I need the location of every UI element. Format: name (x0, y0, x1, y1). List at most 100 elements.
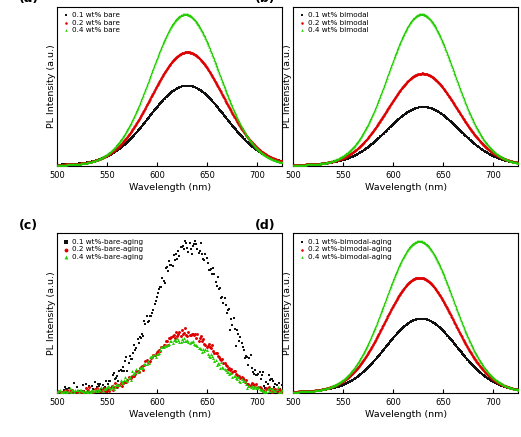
0.4 wt% bimodal (418, 10, 426, 17)
0.4 wt% bare (250, 142, 258, 149)
0.4 wt%-bare-aging (173, 334, 181, 341)
0.1 wt% bare (245, 140, 253, 147)
0.2 wt% bare (173, 53, 182, 60)
0.4 wt% bimodal (469, 118, 478, 125)
0.2 wt%-bare-aging (253, 384, 262, 391)
0.2 wt% bare (110, 147, 118, 154)
0.2 wt% bimodal (436, 81, 444, 88)
0.4 wt% bimodal (355, 135, 364, 142)
0.4 wt%-bimodal-aging (463, 333, 472, 340)
0.4 wt% bimodal (346, 146, 355, 153)
0.4 wt% bare (171, 17, 179, 24)
0.4 wt% bimodal (308, 161, 316, 168)
0.1 wt%-bimodal-aging (362, 366, 370, 373)
0.1 wt%-bimodal-aging (400, 323, 408, 330)
0.4 wt% bare (68, 161, 77, 168)
0.2 wt% bare (78, 160, 86, 167)
0.4 wt%-bimodal-aging (337, 378, 345, 385)
0.2 wt% bare (217, 90, 226, 97)
0.2 wt%-bimodal-aging (348, 371, 356, 378)
0.4 wt% bare (222, 88, 230, 95)
0.1 wt% bimodal (397, 114, 405, 121)
0.2 wt%-bare-aging (178, 327, 186, 334)
0.4 wt%-bimodal-aging (290, 388, 299, 395)
0.2 wt% bare (215, 84, 223, 91)
0.1 wt% bimodal (514, 160, 521, 166)
0.2 wt%-bare-aging (76, 388, 84, 395)
0.4 wt%-bimodal-aging (440, 273, 449, 280)
0.1 wt%-bimodal-aging (328, 385, 336, 392)
0.4 wt% bimodal (423, 13, 431, 20)
0.2 wt%-bimodal-aging (304, 388, 312, 395)
0.2 wt%-bare-aging (206, 343, 214, 350)
0.2 wt%-bimodal-aging (374, 332, 382, 339)
0.4 wt%-bare-aging (139, 364, 147, 371)
0.2 wt% bimodal (341, 153, 350, 160)
0.2 wt% bare (117, 140, 126, 147)
0.1 wt%-bimodal-aging (485, 376, 493, 383)
0.2 wt% bare (96, 155, 105, 162)
0.1 wt%-bimodal-aging (396, 327, 404, 334)
0.2 wt%-bimodal-aging (382, 316, 390, 323)
0.2 wt% bare (201, 62, 209, 69)
0.4 wt%-bimodal-aging (296, 388, 304, 395)
0.2 wt% bare (275, 157, 283, 164)
0.1 wt% bimodal (502, 157, 510, 164)
0.2 wt% bare (114, 144, 122, 151)
0.2 wt% bimodal (293, 161, 302, 168)
0.4 wt% bimodal (470, 120, 479, 127)
0.1 wt%-bimodal-aging (311, 387, 319, 394)
0.2 wt% bimodal (459, 115, 467, 122)
0.4 wt% bare (145, 76, 153, 83)
0.1 wt% bimodal (299, 161, 307, 168)
0.1 wt% bimodal (374, 135, 382, 142)
0.2 wt% bimodal (328, 158, 337, 165)
0.1 wt% bimodal (432, 108, 441, 114)
0.2 wt% bimodal (307, 161, 316, 168)
0.4 wt%-bimodal-aging (441, 276, 450, 283)
0.2 wt% bare (157, 75, 165, 82)
0.1 wt%-bimodal-aging (407, 318, 415, 325)
0.1 wt% bimodal (471, 141, 479, 148)
0.2 wt% bimodal (398, 84, 406, 91)
0.1 wt% bare (62, 161, 70, 168)
0.2 wt%-bimodal-aging (383, 313, 391, 320)
0.4 wt% bare (147, 70, 155, 77)
0.2 wt% bimodal (290, 161, 298, 168)
0.4 wt% bimodal (341, 151, 349, 158)
0.4 wt%-bimodal-aging (492, 377, 500, 384)
0.4 wt%-bimodal-aging (486, 371, 494, 378)
0.2 wt% bare (163, 65, 171, 72)
0.1 wt% bare (192, 84, 200, 91)
0.2 wt% bimodal (291, 161, 300, 168)
0.1 wt% bare (229, 123, 238, 130)
0.4 wt% bare (90, 157, 98, 164)
0.1 wt%-bimodal-aging (314, 387, 322, 394)
0.2 wt%-bimodal-aging (377, 326, 385, 333)
0.4 wt% bimodal (334, 155, 342, 162)
0.4 wt%-bimodal-aging (514, 386, 521, 393)
0.1 wt% bare (247, 142, 256, 149)
0.4 wt% bimodal (304, 161, 313, 168)
0.4 wt%-bimodal-aging (351, 363, 359, 370)
0.2 wt% bimodal (443, 90, 452, 97)
0.4 wt%-bimodal-aging (300, 388, 308, 395)
0.4 wt%-bimodal-aging (474, 355, 482, 362)
0.2 wt%-bimodal-aging (455, 329, 464, 336)
0.4 wt% bare (206, 45, 214, 52)
0.2 wt% bare (265, 153, 274, 160)
0.4 wt%-bimodal-aging (382, 295, 390, 302)
0.1 wt% bare (99, 155, 107, 162)
0.2 wt%-bare-aging (264, 385, 272, 392)
0.4 wt%-bimodal-aging (311, 387, 319, 394)
0.1 wt% bare (83, 159, 91, 166)
0.2 wt%-bare-aging (75, 388, 83, 395)
0.2 wt% bare (177, 50, 185, 57)
0.2 wt%-bimodal-aging (388, 304, 396, 311)
0.1 wt%-bimodal-aging (393, 330, 401, 337)
0.1 wt%-bimodal-aging (333, 384, 341, 391)
0.4 wt%-bimodal-aging (400, 253, 408, 260)
0.1 wt% bare (135, 126, 143, 133)
0.1 wt% bimodal (369, 140, 377, 147)
0.1 wt% bare (240, 135, 248, 142)
